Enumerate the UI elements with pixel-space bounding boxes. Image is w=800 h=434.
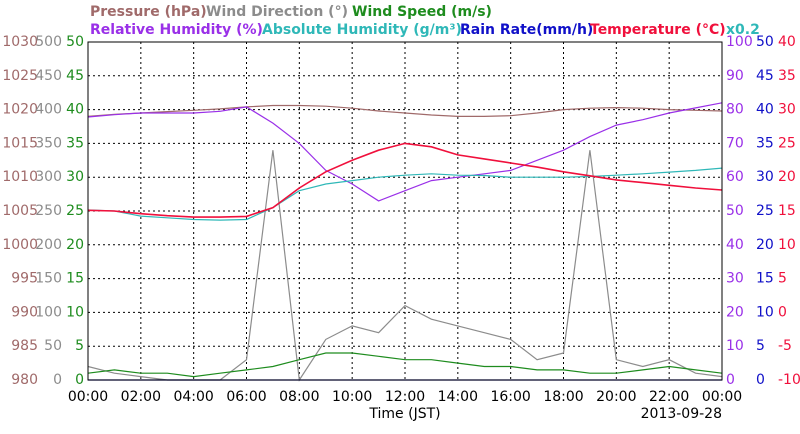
y-tick-label: 15 xyxy=(66,271,84,287)
x-tick-label: 10:00 xyxy=(332,389,372,405)
y-tick-label: 15 xyxy=(756,271,774,287)
y-tick-label: 5 xyxy=(756,338,765,354)
x-tick-label: 16:00 xyxy=(490,389,530,405)
y-tick-label: 1030 xyxy=(2,34,38,50)
y-tick-label: 10 xyxy=(726,338,744,354)
y-tick-label: 5 xyxy=(778,271,787,287)
legend-relative-humidity: Relative Humidity (%) xyxy=(90,22,263,38)
y-tick-label: 10 xyxy=(66,304,84,320)
y-tick-label: 40 xyxy=(778,34,796,50)
y-tick-label: 20 xyxy=(726,304,744,320)
y-tick-label: 500 xyxy=(35,34,62,50)
x-tick-label: 22:00 xyxy=(649,389,689,405)
y-tick-label: 15 xyxy=(778,203,796,219)
y-tick-label: 20 xyxy=(66,237,84,253)
y-tick-label: 985 xyxy=(11,338,38,354)
y-tick-label: 100 xyxy=(35,304,62,320)
y-tick-label: 25 xyxy=(66,203,84,219)
y-tick-label: 300 xyxy=(35,169,62,185)
y-tick-label: 100 xyxy=(726,34,753,50)
y-tick-label: 350 xyxy=(35,135,62,151)
y-tick-label: 20 xyxy=(756,237,774,253)
x-tick-label: 08:00 xyxy=(279,389,319,405)
y-tick-label: 50 xyxy=(44,338,62,354)
x-tick-label: 00:00 xyxy=(702,389,742,405)
series-line xyxy=(87,104,723,117)
x-tick-label: 02:00 xyxy=(121,389,161,405)
y-tick-label: 45 xyxy=(756,68,774,84)
x-tick-label: 00:00 xyxy=(68,389,108,405)
scale-note: x0.2 xyxy=(726,22,760,38)
y-tick-label: 1000 xyxy=(2,237,38,253)
y-tick-label: 40 xyxy=(756,102,774,118)
y-tick-label: 0 xyxy=(53,372,62,388)
legend-absolute-humidity: Absolute Humidity (g/m³) xyxy=(262,22,462,38)
series-line xyxy=(87,167,723,221)
y-tick-label: 0 xyxy=(778,304,787,320)
y-tick-label: 990 xyxy=(11,304,38,320)
legend-wind-speed: Wind Speed (m/s) xyxy=(352,4,492,20)
series-line xyxy=(87,102,723,202)
y-tick-label: 150 xyxy=(35,271,62,287)
y-tick-label: 5 xyxy=(75,338,84,354)
y-tick-label: 25 xyxy=(756,203,774,219)
y-tick-label: 30 xyxy=(778,102,796,118)
y-tick-label: 0 xyxy=(75,372,84,388)
x-tick-label: 12:00 xyxy=(385,389,425,405)
y-tick-label: 30 xyxy=(66,169,84,185)
y-tick-label: 35 xyxy=(756,135,774,151)
y-tick-label: 50 xyxy=(66,34,84,50)
y-tick-label: 80 xyxy=(726,102,744,118)
date-label: 2013-09-28 xyxy=(641,406,722,422)
y-tick-label: 980 xyxy=(11,372,38,388)
y-tick-label: 25 xyxy=(778,135,796,151)
y-tick-label: 0 xyxy=(726,372,735,388)
legend-wind-direction: Wind Direction (°) xyxy=(206,4,348,20)
legend-pressure: Pressure (hPa) xyxy=(90,4,207,20)
y-tick-label: -10 xyxy=(778,372,800,388)
y-tick-label: 20 xyxy=(778,169,796,185)
x-tick-label: 04:00 xyxy=(173,389,213,405)
y-tick-label: 1025 xyxy=(2,68,38,84)
x-tick-label: 18:00 xyxy=(543,389,583,405)
y-tick-label: 995 xyxy=(11,271,38,287)
y-tick-label: -5 xyxy=(778,338,792,354)
y-tick-label: 250 xyxy=(35,203,62,219)
legend-temperature: Temperature (°C) xyxy=(590,22,726,38)
y-tick-label: 50 xyxy=(756,34,774,50)
y-tick-label: 35 xyxy=(778,68,796,84)
y-tick-label: 40 xyxy=(726,237,744,253)
y-tick-label: 45 xyxy=(66,68,84,84)
y-tick-label: 30 xyxy=(756,169,774,185)
y-tick-label: 1005 xyxy=(2,203,38,219)
y-tick-label: 90 xyxy=(726,68,744,84)
x-tick-label: 20:00 xyxy=(596,389,636,405)
y-tick-label: 50 xyxy=(726,203,744,219)
y-tick-label: 1020 xyxy=(2,102,38,118)
y-tick-label: 0 xyxy=(756,372,765,388)
y-tick-label: 10 xyxy=(778,237,796,253)
series-line xyxy=(87,352,723,378)
series-line xyxy=(87,142,723,218)
plot-border xyxy=(87,41,723,381)
y-tick-label: 450 xyxy=(35,68,62,84)
y-tick-label: 40 xyxy=(66,102,84,118)
y-tick-label: 1010 xyxy=(2,169,38,185)
y-tick-label: 70 xyxy=(726,135,744,151)
y-tick-label: 200 xyxy=(35,237,62,253)
y-tick-label: 30 xyxy=(726,271,744,287)
y-tick-label: 60 xyxy=(726,169,744,185)
x-tick-label: 06:00 xyxy=(226,389,266,405)
y-tick-label: 10 xyxy=(756,304,774,320)
x-axis-title: Time (JST) xyxy=(368,406,440,422)
legend-rain-rate: Rain Rate(mm/h) xyxy=(460,22,593,38)
y-tick-label: 35 xyxy=(66,135,84,151)
y-tick-label: 1015 xyxy=(2,135,38,151)
x-tick-label: 14:00 xyxy=(438,389,478,405)
y-tick-label: 400 xyxy=(35,102,62,118)
